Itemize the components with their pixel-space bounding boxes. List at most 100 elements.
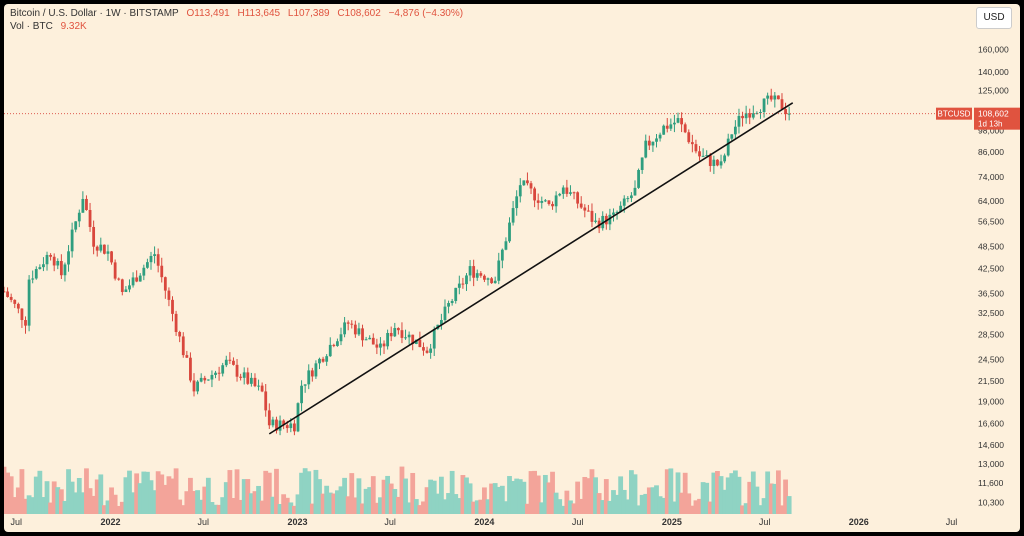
candle-body xyxy=(336,341,339,346)
volume-bar xyxy=(668,468,674,514)
x-tick-label: Jul xyxy=(572,517,584,527)
candle-body xyxy=(124,289,128,292)
candle-body xyxy=(515,196,519,209)
candle-body xyxy=(77,212,81,222)
volume-bar xyxy=(406,502,412,514)
candle-body xyxy=(117,278,121,280)
volume-bar xyxy=(44,481,50,514)
volume-bar xyxy=(607,500,613,514)
volume-bar xyxy=(62,500,68,514)
price-chart[interactable]: Jul 2022 Jul 2023 Jul 2024 Jul 2025 Jul 2026 Jul 16… xyxy=(4,4,1020,532)
candle-body xyxy=(640,157,644,170)
volume-bar xyxy=(489,483,494,514)
candle-body xyxy=(59,261,63,276)
volume-bar xyxy=(528,471,534,514)
volume-bar xyxy=(413,499,419,514)
volume-bar xyxy=(557,499,563,514)
volume-bar xyxy=(697,498,702,514)
volume-bar xyxy=(299,472,304,514)
volume-bar xyxy=(496,486,502,514)
candle-body xyxy=(583,207,587,211)
candle-body xyxy=(149,255,153,263)
candle-body xyxy=(425,350,429,353)
candle-body xyxy=(647,140,651,146)
volume-label: Vol · BTC xyxy=(10,21,53,32)
y-tick-label: 32,500 xyxy=(978,308,1004,318)
candle-body xyxy=(759,112,762,114)
volume-bar xyxy=(711,472,717,514)
volume-bar xyxy=(170,478,175,514)
volume-bar xyxy=(30,497,36,514)
symbol-header: Bitcoin / U.S. Dollar · 1W · BITSTAMP O1… xyxy=(10,8,468,19)
low-value: L107,389 xyxy=(287,8,330,19)
candle-body xyxy=(637,169,640,188)
candle-body xyxy=(730,134,734,139)
candle-body xyxy=(662,125,666,135)
volume-bar xyxy=(686,493,692,514)
volume-header: Vol · BTC 9.32K xyxy=(10,21,92,32)
candle-body xyxy=(443,306,447,321)
volume-bar xyxy=(585,478,591,514)
y-tick-label: 56,500 xyxy=(978,217,1004,227)
candle-body xyxy=(221,365,225,374)
candle-body xyxy=(20,308,24,321)
candle-body xyxy=(694,144,698,152)
candle-body xyxy=(74,221,78,230)
volume-bar xyxy=(732,470,738,514)
candle-body xyxy=(701,155,705,157)
volume-bar xyxy=(184,491,190,514)
candle-body xyxy=(630,195,633,199)
volume-bar xyxy=(123,477,129,514)
volume-bar xyxy=(130,492,136,514)
x-tick-label: 2023 xyxy=(287,517,307,527)
candle-body xyxy=(120,279,124,292)
x-tick-label: Jul xyxy=(384,517,396,527)
volume-bar xyxy=(786,496,792,514)
volume-bar xyxy=(145,471,150,514)
currency-button[interactable]: USD xyxy=(976,7,1012,29)
candle-body xyxy=(751,113,755,118)
symbol-tag-label: BTCUSD xyxy=(938,110,971,119)
candle-body xyxy=(346,322,350,324)
volume-bar xyxy=(205,477,211,514)
candle-body xyxy=(325,356,329,362)
candle-body xyxy=(318,358,321,364)
candle-body xyxy=(529,183,533,189)
candle-body xyxy=(239,376,243,378)
candle-body xyxy=(690,142,694,145)
volume-bar xyxy=(410,472,416,514)
candle-body xyxy=(396,328,400,331)
x-tick-label: Jul xyxy=(759,517,771,527)
candle-body xyxy=(486,278,490,280)
candle-body xyxy=(683,124,687,133)
volume-bar xyxy=(8,476,14,514)
volume-bar xyxy=(639,494,645,514)
volume-bar xyxy=(754,486,760,514)
volume-bar xyxy=(378,497,383,514)
candle-body xyxy=(558,193,562,196)
candle-body xyxy=(371,337,375,345)
volume-bar xyxy=(428,479,434,514)
candle-body xyxy=(6,291,9,297)
candle-body xyxy=(67,251,70,265)
y-tick-label: 36,500 xyxy=(978,289,1004,299)
volume-bar xyxy=(313,469,319,514)
volume-bar xyxy=(69,481,75,514)
volume-bar xyxy=(593,477,598,514)
volume-bar xyxy=(5,472,10,514)
volume-bar xyxy=(464,477,469,514)
candle-body xyxy=(185,355,189,358)
candle-body xyxy=(429,348,433,353)
candle-body xyxy=(167,290,171,300)
candle-body xyxy=(321,358,325,362)
volume-bar xyxy=(525,503,530,514)
candle-body xyxy=(24,320,27,326)
candle-body xyxy=(615,211,619,213)
candle-body xyxy=(561,187,565,194)
symbol-title: Bitcoin / U.S. Dollar · 1W · BITSTAMP xyxy=(10,8,179,19)
volume-bar xyxy=(277,504,283,514)
volume-bar xyxy=(331,493,337,514)
volume-bar xyxy=(220,497,226,514)
volume-bar xyxy=(750,471,756,514)
candle-body xyxy=(328,344,332,357)
